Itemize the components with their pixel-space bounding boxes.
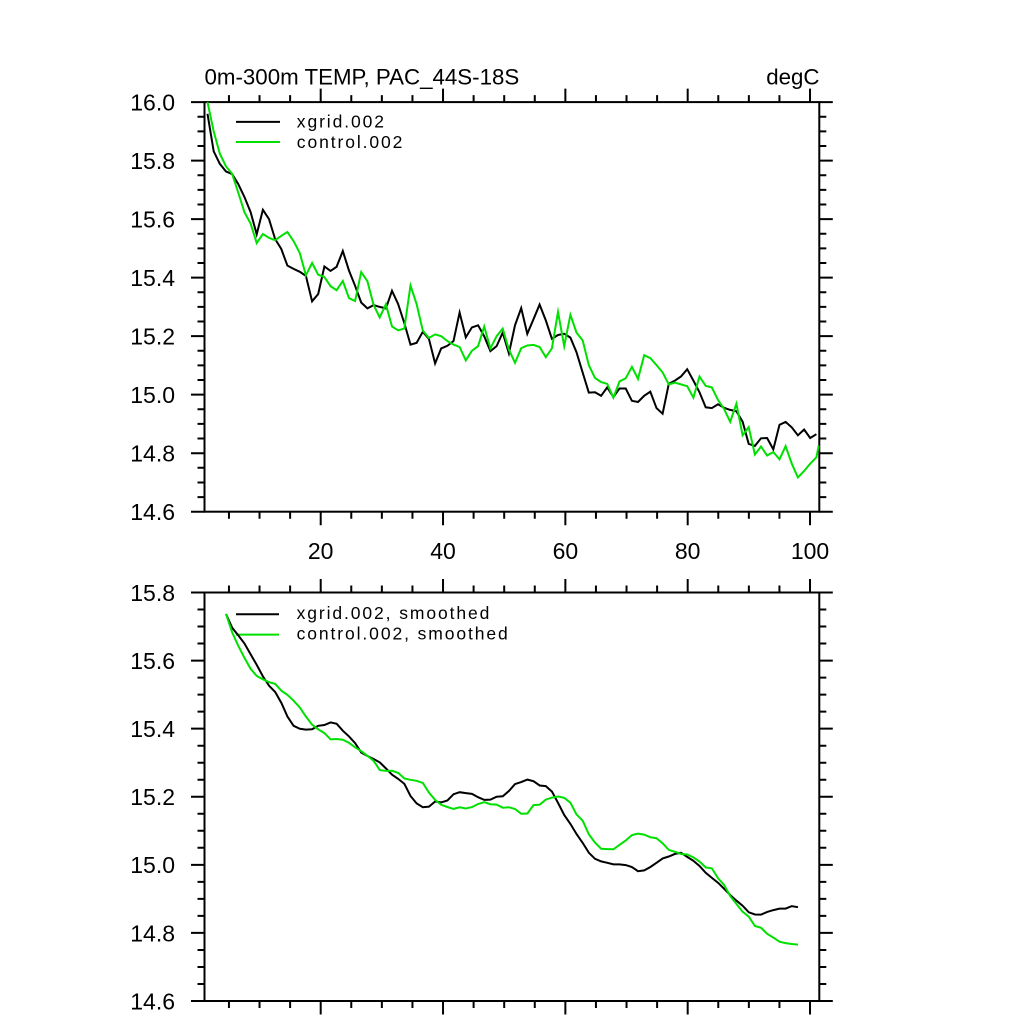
svg-text:14.6: 14.6	[130, 988, 175, 1014]
svg-text:15.2: 15.2	[130, 324, 175, 350]
svg-text:80: 80	[675, 538, 701, 564]
svg-text:15.0: 15.0	[130, 382, 175, 408]
svg-text:control.002: control.002	[297, 132, 405, 152]
svg-text:xgrid.002, smoothed: xgrid.002, smoothed	[297, 603, 492, 623]
svg-text:0m-300m TEMP, PAC_44S-18S: 0m-300m TEMP, PAC_44S-18S	[205, 65, 520, 90]
svg-text:15.2: 15.2	[130, 784, 175, 810]
svg-text:14.8: 14.8	[130, 441, 175, 467]
svg-text:15.8: 15.8	[130, 580, 175, 606]
svg-text:degC: degC	[766, 65, 819, 90]
svg-text:16.0: 16.0	[130, 90, 175, 116]
svg-text:14.8: 14.8	[130, 920, 175, 946]
svg-text:15.4: 15.4	[130, 716, 175, 742]
svg-text:100: 100	[791, 538, 829, 564]
svg-text:20: 20	[308, 538, 334, 564]
svg-text:15.6: 15.6	[130, 207, 175, 233]
svg-text:control.002, smoothed: control.002, smoothed	[297, 624, 510, 644]
svg-text:15.0: 15.0	[130, 852, 175, 878]
svg-text:40: 40	[430, 538, 456, 564]
svg-text:14.6: 14.6	[130, 499, 175, 525]
svg-text:60: 60	[553, 538, 579, 564]
svg-text:15.6: 15.6	[130, 648, 175, 674]
svg-text:15.8: 15.8	[130, 148, 175, 174]
svg-text:15.4: 15.4	[130, 265, 175, 291]
svg-text:xgrid.002: xgrid.002	[297, 111, 386, 131]
